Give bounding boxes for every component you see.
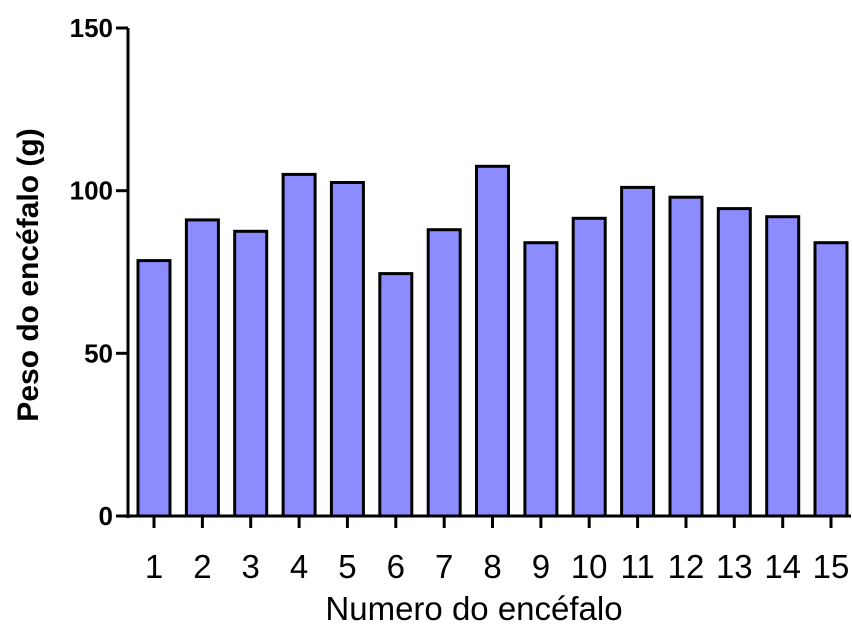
bar-10 bbox=[571, 216, 607, 518]
y-axis-label: Peso do encéfalo (g) bbox=[12, 128, 45, 421]
bar-8 bbox=[475, 164, 510, 518]
bar-9 bbox=[523, 241, 559, 518]
y-ticks-group: 0 50 100 150 bbox=[70, 13, 128, 531]
bar-12 bbox=[668, 195, 704, 518]
y-tick-label-150: 150 bbox=[70, 13, 113, 43]
bar-4 bbox=[281, 172, 317, 518]
bars-group bbox=[136, 164, 849, 518]
x-tick-label-14: 14 bbox=[764, 548, 801, 585]
bar-2 bbox=[184, 218, 220, 518]
x-tick-label-5: 5 bbox=[338, 548, 356, 585]
x-axis-label: Numero do encéfalo bbox=[325, 590, 622, 627]
x-tick-label-13: 13 bbox=[716, 548, 753, 585]
bar-3 bbox=[233, 229, 269, 518]
bar-15 bbox=[813, 241, 849, 518]
x-tick-label-7: 7 bbox=[435, 548, 453, 585]
y-tick-label-100: 100 bbox=[70, 176, 113, 206]
bar-1 bbox=[136, 259, 172, 518]
bar-11 bbox=[620, 185, 656, 518]
x-tick-label-11: 11 bbox=[620, 548, 654, 585]
x-ticks-group: 1 2 3 4 5 6 7 8 9 10 11 12 13 14 15 bbox=[145, 516, 850, 585]
x-tick-label-10: 10 bbox=[571, 548, 608, 585]
x-tick-label-3: 3 bbox=[242, 548, 260, 585]
x-tick-label-1: 1 bbox=[145, 548, 163, 585]
x-tick-label-4: 4 bbox=[290, 548, 308, 585]
x-tick-label-6: 6 bbox=[387, 548, 405, 585]
bar-13 bbox=[716, 207, 752, 518]
bar-5 bbox=[329, 181, 365, 518]
y-tick-label-50: 50 bbox=[84, 338, 113, 368]
y-tick-label-0: 0 bbox=[99, 501, 113, 531]
x-tick-label-12: 12 bbox=[668, 548, 705, 585]
bar-7 bbox=[426, 228, 462, 518]
x-tick-label-8: 8 bbox=[483, 548, 501, 585]
x-tick-label-2: 2 bbox=[193, 548, 211, 585]
x-tick-label-9: 9 bbox=[532, 548, 550, 585]
bar-14 bbox=[765, 215, 801, 518]
bar-6 bbox=[378, 272, 414, 518]
x-tick-label-15: 15 bbox=[813, 548, 850, 585]
